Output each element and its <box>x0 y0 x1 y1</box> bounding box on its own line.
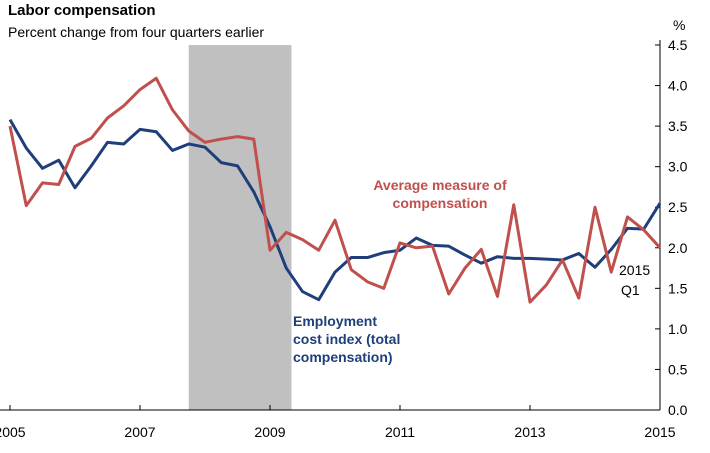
chart-title: Labor compensation <box>8 2 156 19</box>
y-tick-label: 2.5 <box>668 199 688 215</box>
annotation: 2015 <box>619 262 650 278</box>
y-tick-label: 3.0 <box>668 159 688 175</box>
y-tick-label: 0.5 <box>668 361 688 377</box>
recession-shading <box>188 45 292 410</box>
annotation: Q1 <box>621 282 640 298</box>
y-tick-label: 1.5 <box>668 280 688 296</box>
chart-subtitle: Percent change from four quarters earlie… <box>8 24 264 40</box>
series-label: compensation <box>393 195 488 211</box>
x-tick-label: 2005 <box>0 424 26 440</box>
x-tick-label: 2015 <box>644 424 675 440</box>
series-line <box>8 76 662 304</box>
series-label: Employment <box>293 313 377 329</box>
y-tick-label: 3.5 <box>668 118 688 134</box>
x-tick-label: 2013 <box>514 424 545 440</box>
y-unit: % <box>673 17 685 33</box>
x-tick-label: 2009 <box>254 424 285 440</box>
series-line <box>8 118 662 302</box>
y-tick-label: 4.0 <box>668 78 688 94</box>
y-tick-label: 2.0 <box>668 240 688 256</box>
x-tick-label: 2011 <box>385 424 415 440</box>
y-tick-label: 1.0 <box>668 321 688 337</box>
series-label: compensation) <box>293 349 393 365</box>
y-tick-label: 4.5 <box>668 37 688 53</box>
y-tick-label: 0.0 <box>668 402 688 418</box>
series-label: cost index (total <box>293 331 400 347</box>
series-label: Average measure of <box>373 177 507 193</box>
x-tick-label: 2007 <box>124 424 155 440</box>
